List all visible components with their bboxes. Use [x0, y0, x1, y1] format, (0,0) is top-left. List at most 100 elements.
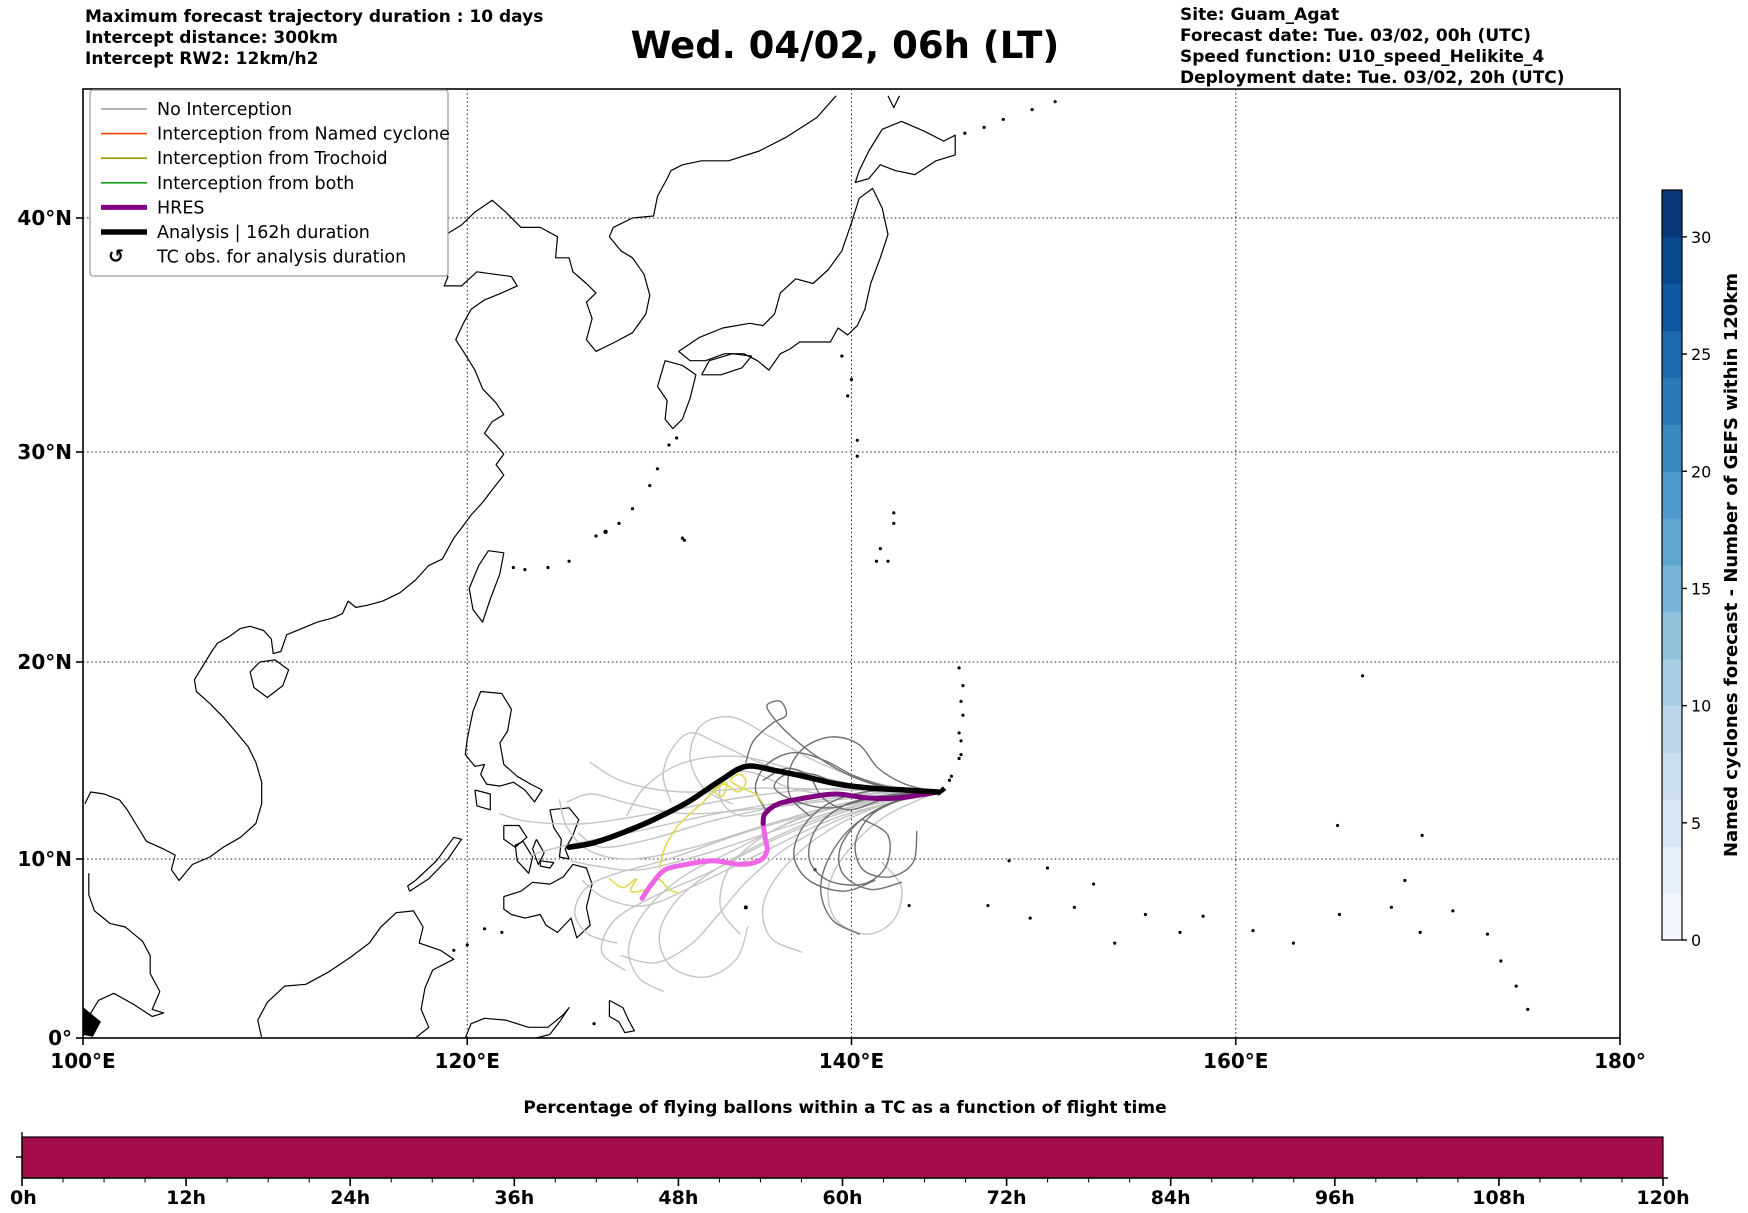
balloon-percentage-bar	[21, 1136, 1664, 1179]
island-dot	[1526, 1007, 1530, 1011]
island-dot	[680, 536, 685, 540]
island-dot	[957, 756, 961, 761]
trajectory-hres	[760, 789, 941, 826]
coastline	[532, 839, 545, 865]
colorbar-label: Named cyclones forecast - Number of GEFS…	[1721, 273, 1742, 857]
trajectory-trochoid-interception	[658, 773, 764, 869]
island-dot	[630, 507, 635, 511]
island-dot	[603, 529, 608, 534]
bar-x-tick-label: 96h	[1315, 1187, 1355, 1209]
coastline	[249, 659, 290, 699]
island-dot	[743, 905, 748, 910]
legend-item-label: HRES	[157, 198, 204, 218]
colorbar-segment	[1662, 518, 1682, 566]
coastline	[549, 807, 580, 860]
lat-tick-label: 40°N	[17, 206, 72, 230]
trajectory-trochoid-interception	[608, 877, 680, 894]
island-dot	[1514, 984, 1518, 988]
legend-item-label: No Interception	[157, 100, 292, 120]
island-dot	[959, 699, 963, 704]
island-dot	[892, 521, 896, 526]
trajectory-no-interception-light	[662, 732, 939, 803]
colorbar-tick-label: 15	[1691, 579, 1711, 598]
coastline	[464, 1007, 570, 1038]
island-dot	[567, 559, 571, 563]
legend-item-label: Interception from Trochoid	[157, 149, 388, 169]
island-dot	[1291, 941, 1295, 945]
balloon-chart-title: Percentage of flying ballons within a TC…	[523, 1098, 1166, 1118]
colorbar-tick-label: 30	[1691, 228, 1711, 247]
island-dot	[1451, 909, 1455, 913]
island-dot	[1143, 912, 1148, 917]
bar-x-tick-label: 36h	[494, 1187, 534, 1209]
colorbar-border	[1661, 189, 1683, 941]
island-dot	[1403, 878, 1407, 883]
bar-x-tick-label: 0h	[10, 1187, 37, 1209]
legend-box	[89, 89, 449, 277]
trajectory-no-interception-dark	[820, 791, 939, 935]
trajectory-no-interception-dark	[787, 736, 939, 817]
lon-tick-label: 120°E	[435, 1049, 500, 1073]
island-dot	[648, 484, 652, 488]
bar-x-tick-label: 108h	[1472, 1187, 1525, 1209]
island-dot	[957, 666, 961, 670]
island-dot	[1007, 859, 1011, 863]
coastline	[854, 120, 956, 184]
coastline	[407, 836, 463, 892]
colorbar-segment	[1662, 377, 1682, 425]
info-site: Site: Guam_Agat	[1180, 5, 1339, 25]
island-dot	[957, 731, 961, 735]
bar-x-tick-label: 72h	[987, 1187, 1027, 1209]
island-dot	[592, 1022, 596, 1026]
trajectory-no-interception-light	[620, 791, 939, 964]
lat-tick-label: 20°N	[17, 650, 72, 674]
island-dot	[546, 565, 550, 570]
bar-x-tick-label: 24h	[330, 1187, 370, 1209]
colorbar-segment	[1662, 283, 1682, 332]
island-dot	[1201, 914, 1205, 918]
param-max-duration: Maximum forecast trajectory duration : 1…	[85, 7, 543, 27]
colorbar-tick-label: 20	[1691, 462, 1711, 481]
island-dot	[1045, 866, 1050, 870]
island-dot	[961, 684, 965, 688]
island-dot	[874, 559, 879, 563]
bar-x-tick-label: 120h	[1636, 1187, 1689, 1209]
colorbar-segment	[1662, 799, 1682, 847]
island-dot	[986, 903, 990, 908]
trajectory-no-interception-light	[761, 791, 939, 953]
lon-tick-label: 160°E	[1203, 1049, 1268, 1073]
coastline	[701, 353, 753, 376]
colorbar-segment	[1662, 424, 1682, 472]
island-dot	[511, 565, 515, 570]
coastline	[88, 873, 165, 1018]
trajectory-no-interception-light	[570, 791, 939, 871]
island-dot	[1335, 823, 1340, 828]
map-axis-ticks: 0° 10°N 20°N 30°N 40°N 100°E 120°E 140°E 160°E 18…	[17, 206, 1645, 1073]
coastline	[539, 860, 555, 869]
island-dot	[846, 394, 850, 398]
coastline	[84, 95, 837, 882]
island-dot	[1337, 912, 1342, 917]
coastline	[474, 789, 491, 811]
island-dot	[849, 377, 854, 382]
lon-tick-label: 100°E	[50, 1049, 115, 1073]
coastline	[464, 690, 543, 803]
coastline	[514, 840, 534, 874]
island-dot	[482, 927, 487, 931]
island-dot	[840, 354, 844, 358]
param-intercept-dist: Intercept distance: 300km	[85, 28, 338, 48]
colorbar: Named cyclones forecast - Number of GEFS…	[1661, 189, 1742, 950]
island-dot	[682, 538, 686, 542]
lat-tick-label: 0°	[48, 1026, 72, 1050]
island-dot	[963, 131, 967, 135]
bar-x-tick-label: 48h	[658, 1187, 698, 1209]
island-dot	[617, 521, 621, 526]
coastline	[887, 95, 901, 109]
coastline	[257, 910, 455, 1038]
colorbar-segment	[1662, 236, 1682, 285]
coastline	[656, 360, 697, 430]
island-dot	[959, 752, 963, 757]
island-dot	[1178, 930, 1182, 934]
balloon-percentage-chart: Percentage of flying ballons within a TC…	[10, 1098, 1690, 1209]
